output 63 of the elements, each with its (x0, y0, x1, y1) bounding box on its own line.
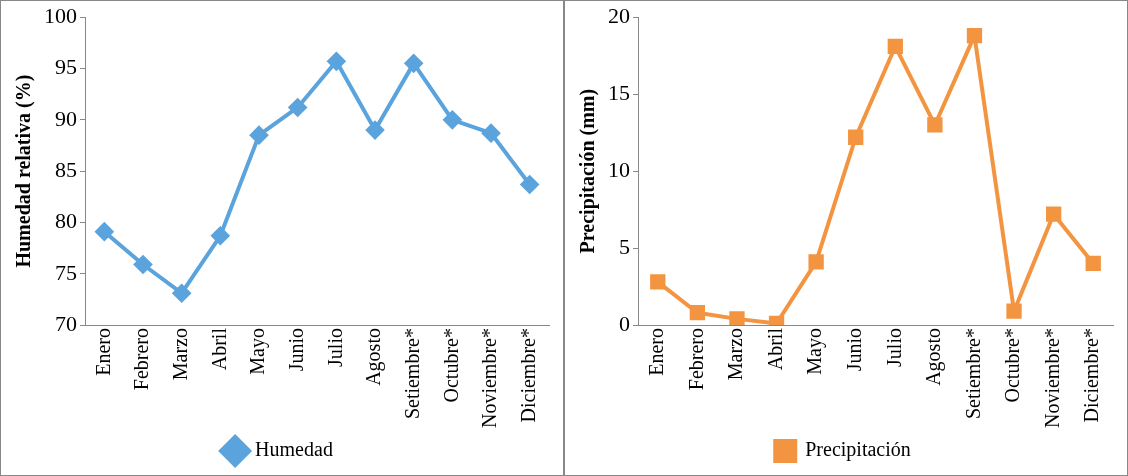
y-tick-label: 15 (608, 79, 630, 105)
x-tick-label: Agosto (922, 328, 946, 386)
x-tick-label: Enero (91, 328, 114, 376)
x-tick-label: Octubre* (1001, 328, 1024, 403)
point (443, 110, 462, 129)
point (689, 305, 706, 321)
x-tick-label: Octubre* (439, 328, 462, 403)
point (729, 311, 745, 326)
x-tick-label: Junio (284, 328, 307, 372)
y-tick-label: 10 (608, 156, 630, 182)
x-tick-label: Mayo (803, 328, 827, 375)
point (520, 175, 539, 194)
y-tick-label: 5 (619, 233, 630, 259)
x-tick-label: Agosto (362, 328, 386, 386)
x-tick-label: Julio (882, 328, 905, 367)
point (95, 222, 114, 241)
y-tick-label: 70 (55, 310, 77, 336)
point (1045, 206, 1062, 222)
y-axis-title: Precipitación (mm) (576, 88, 600, 254)
x-tick-label: Marzo (724, 328, 747, 381)
point (808, 254, 824, 270)
point (288, 98, 307, 117)
point (172, 284, 191, 303)
x-tick-label: Setiembre* (400, 328, 423, 420)
x-tick-label: Febrero (684, 328, 707, 391)
point (366, 121, 384, 140)
x-tick-label: Setiembre* (961, 328, 984, 420)
point (927, 117, 943, 133)
point (887, 38, 903, 55)
x-tick-label: Febrero (130, 328, 153, 391)
point (966, 28, 983, 44)
y-tick-label: 100 (44, 2, 77, 28)
y-tick-label: 90 (55, 105, 77, 131)
point (482, 124, 500, 143)
y-tick-label: 95 (55, 54, 77, 80)
legend-label: Precipitación (805, 438, 911, 462)
x-tick-label: Noviembre* (478, 328, 501, 429)
x-tick-label: Enero (645, 328, 668, 376)
point (650, 274, 666, 290)
point (327, 52, 346, 71)
x-tick-label: Diciembre* (1080, 328, 1103, 423)
x-tick-label: Junio (842, 328, 865, 372)
x-tick-label: Mayo (246, 328, 270, 375)
y-tick-label: 85 (55, 156, 77, 182)
point (848, 129, 864, 145)
x-tick-label: Noviembre* (1040, 328, 1063, 429)
y-axis-title: Humedad relativa (%) (12, 74, 36, 268)
point (404, 54, 423, 73)
x-tick-label: Diciembre* (516, 328, 539, 423)
x-tick-label: Marzo (168, 328, 191, 381)
point (250, 126, 268, 145)
x-tick-label: Abril (763, 327, 786, 371)
legend-label: Humedad (255, 438, 333, 461)
point (211, 226, 230, 245)
point (134, 255, 152, 274)
y-tick-label: 0 (619, 310, 630, 336)
y-tick-label: 80 (55, 208, 77, 234)
point (1006, 303, 1022, 319)
y-tick-label: 20 (608, 2, 630, 28)
x-tick-label: Julio (323, 328, 346, 367)
x-tick-label: Abril (207, 327, 230, 371)
point (1085, 255, 1101, 272)
y-tick-label: 75 (55, 259, 77, 285)
